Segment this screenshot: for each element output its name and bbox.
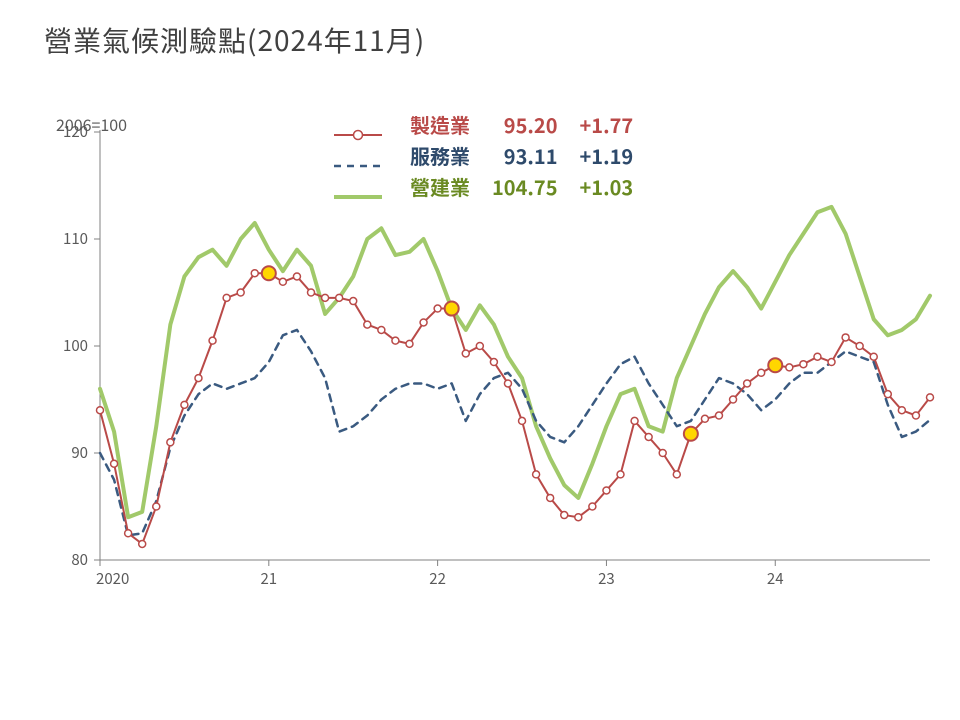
series-marker-manufacturing xyxy=(870,353,877,360)
series-marker-manufacturing xyxy=(209,337,216,344)
series-marker-manufacturing xyxy=(139,540,146,547)
series-marker-manufacturing xyxy=(828,359,835,366)
series-marker-manufacturing xyxy=(336,294,343,301)
series-marker-manufacturing xyxy=(519,417,526,424)
series-marker-manufacturing xyxy=(195,375,202,382)
series-marker-manufacturing xyxy=(350,298,357,305)
series-marker-manufacturing xyxy=(251,270,258,277)
y-tick-label: 120 xyxy=(63,121,88,142)
x-tick-label: 23 xyxy=(598,568,615,589)
series-marker-manufacturing xyxy=(856,343,863,350)
series-marker-manufacturing xyxy=(476,343,483,350)
series-highlight-manufacturing xyxy=(445,302,459,316)
series-marker-manufacturing xyxy=(237,289,244,296)
x-tick-label: 24 xyxy=(767,568,784,589)
series-marker-manufacturing xyxy=(308,289,315,296)
x-tick-label: 2020 xyxy=(96,568,129,589)
series-marker-manufacturing xyxy=(406,340,413,347)
line-chart: 80 90 100 110 120 2020 21 22 23 24 xyxy=(0,0,960,720)
series-marker-manufacturing xyxy=(293,273,300,280)
series-marker-manufacturing xyxy=(490,359,497,366)
series-marker-manufacturing xyxy=(603,487,610,494)
series-marker-manufacturing xyxy=(223,294,230,301)
series-marker-manufacturing xyxy=(364,321,371,328)
series-marker-manufacturing xyxy=(322,294,329,301)
series-marker-manufacturing xyxy=(673,471,680,478)
y-tick-label: 110 xyxy=(63,228,88,249)
series-marker-manufacturing xyxy=(575,514,582,521)
series-marker-manufacturing xyxy=(659,450,666,457)
series-marker-manufacturing xyxy=(758,369,765,376)
series-highlight-manufacturing xyxy=(768,358,782,372)
series-marker-manufacturing xyxy=(715,412,722,419)
series-marker-manufacturing xyxy=(631,417,638,424)
y-tick-label: 90 xyxy=(71,442,88,463)
series-marker-manufacturing xyxy=(504,380,511,387)
series-marker-manufacturing xyxy=(378,326,385,333)
x-tick-label: 21 xyxy=(260,568,277,589)
series-marker-manufacturing xyxy=(617,471,624,478)
y-tick-label: 100 xyxy=(63,335,88,356)
series-marker-manufacturing xyxy=(561,512,568,519)
series-line-manufacturing xyxy=(100,273,930,544)
series-marker-manufacturing xyxy=(392,337,399,344)
series-marker-manufacturing xyxy=(814,353,821,360)
series-marker-manufacturing xyxy=(730,396,737,403)
series-highlight-manufacturing xyxy=(684,427,698,441)
series-marker-manufacturing xyxy=(279,278,286,285)
x-tick-label: 22 xyxy=(429,568,446,589)
series-marker-manufacturing xyxy=(462,350,469,357)
series-marker-manufacturing xyxy=(547,494,554,501)
series-marker-manufacturing xyxy=(701,415,708,422)
series-marker-manufacturing xyxy=(153,503,160,510)
series-marker-manufacturing xyxy=(420,319,427,326)
series-marker-manufacturing xyxy=(800,361,807,368)
series-marker-manufacturing xyxy=(589,503,596,510)
series-marker-manufacturing xyxy=(533,471,540,478)
series-marker-manufacturing xyxy=(842,334,849,341)
series-marker-manufacturing xyxy=(884,391,891,398)
series-marker-manufacturing xyxy=(898,407,905,414)
series-marker-manufacturing xyxy=(912,412,919,419)
series-marker-manufacturing xyxy=(645,433,652,440)
series-marker-manufacturing xyxy=(97,407,104,414)
series-highlight-manufacturing xyxy=(262,266,276,280)
series-marker-manufacturing xyxy=(927,394,934,401)
series-marker-manufacturing xyxy=(111,460,118,467)
series-marker-manufacturing xyxy=(125,530,132,537)
series-marker-manufacturing xyxy=(181,401,188,408)
series-marker-manufacturing xyxy=(434,305,441,312)
y-tick-label: 80 xyxy=(71,549,88,570)
series-marker-manufacturing xyxy=(786,364,793,371)
series-marker-manufacturing xyxy=(744,380,751,387)
series-marker-manufacturing xyxy=(167,439,174,446)
